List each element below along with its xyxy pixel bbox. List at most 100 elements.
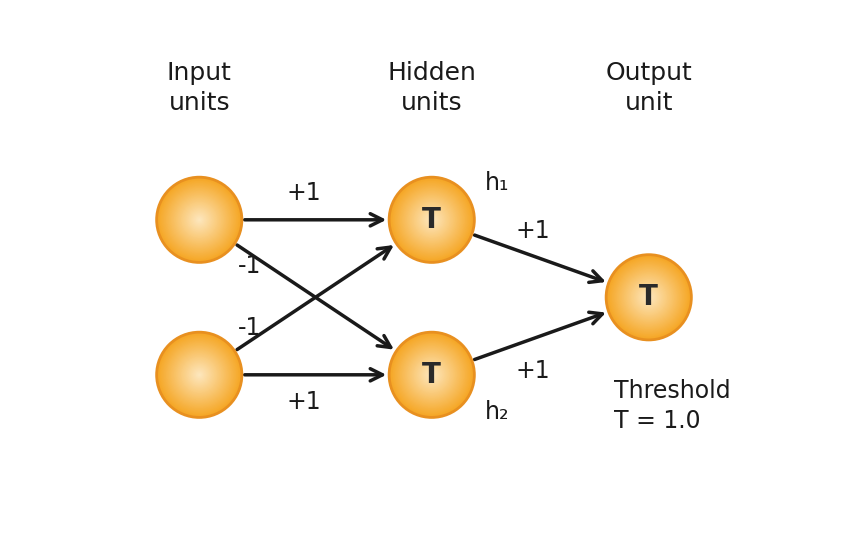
Circle shape — [196, 216, 203, 223]
Circle shape — [157, 333, 241, 417]
Circle shape — [168, 344, 230, 406]
Circle shape — [427, 215, 437, 225]
Circle shape — [428, 371, 435, 378]
Circle shape — [424, 212, 439, 227]
Text: Output
unit: Output unit — [605, 62, 692, 115]
Circle shape — [156, 332, 242, 417]
Circle shape — [423, 211, 440, 228]
Circle shape — [158, 334, 241, 416]
Circle shape — [160, 335, 239, 415]
Circle shape — [626, 276, 671, 319]
Circle shape — [423, 366, 440, 383]
Circle shape — [167, 343, 231, 407]
Circle shape — [182, 202, 217, 238]
Circle shape — [394, 183, 468, 257]
Circle shape — [195, 215, 204, 225]
Circle shape — [404, 192, 460, 248]
Circle shape — [627, 276, 670, 319]
Circle shape — [421, 209, 442, 231]
Circle shape — [431, 219, 433, 220]
Circle shape — [416, 360, 446, 389]
Circle shape — [639, 287, 659, 307]
Circle shape — [184, 204, 215, 235]
Circle shape — [160, 181, 238, 259]
Circle shape — [420, 208, 444, 232]
Circle shape — [410, 198, 454, 242]
Circle shape — [390, 333, 473, 417]
Circle shape — [622, 271, 675, 324]
Circle shape — [430, 373, 434, 376]
Circle shape — [427, 370, 437, 380]
Circle shape — [631, 280, 666, 315]
Circle shape — [172, 347, 227, 402]
Circle shape — [419, 207, 445, 233]
Circle shape — [418, 361, 445, 388]
Circle shape — [161, 337, 238, 413]
Circle shape — [615, 264, 683, 331]
Circle shape — [197, 218, 201, 222]
Circle shape — [617, 265, 681, 329]
Circle shape — [643, 292, 654, 302]
Circle shape — [178, 198, 220, 241]
Circle shape — [648, 296, 649, 298]
Circle shape — [176, 351, 223, 398]
Circle shape — [416, 204, 447, 235]
Circle shape — [173, 194, 224, 246]
Circle shape — [190, 365, 209, 385]
Circle shape — [166, 341, 233, 408]
Circle shape — [173, 348, 225, 401]
Circle shape — [406, 349, 457, 400]
Circle shape — [417, 361, 446, 389]
Circle shape — [404, 192, 460, 248]
Circle shape — [647, 295, 651, 300]
Circle shape — [168, 343, 230, 406]
Circle shape — [185, 205, 213, 234]
Circle shape — [648, 296, 650, 299]
Circle shape — [412, 355, 451, 395]
Circle shape — [613, 261, 685, 333]
Circle shape — [196, 217, 202, 223]
Circle shape — [405, 348, 459, 402]
Circle shape — [185, 361, 213, 389]
Circle shape — [422, 365, 441, 384]
Circle shape — [184, 359, 215, 391]
Circle shape — [402, 190, 462, 250]
Circle shape — [618, 267, 679, 328]
Circle shape — [635, 283, 663, 311]
Circle shape — [621, 270, 677, 325]
Circle shape — [167, 342, 232, 408]
Circle shape — [625, 273, 673, 322]
Circle shape — [165, 341, 234, 409]
Circle shape — [162, 183, 236, 257]
Circle shape — [428, 371, 436, 379]
Circle shape — [195, 216, 203, 224]
Circle shape — [399, 341, 465, 408]
Circle shape — [421, 209, 443, 231]
Circle shape — [178, 354, 220, 396]
Circle shape — [417, 205, 446, 234]
Text: Threshold
T = 1.0: Threshold T = 1.0 — [614, 379, 730, 433]
Text: h₁: h₁ — [484, 171, 509, 195]
Circle shape — [621, 270, 676, 324]
Circle shape — [643, 291, 655, 304]
Circle shape — [162, 338, 236, 412]
Circle shape — [638, 286, 660, 309]
Circle shape — [632, 281, 665, 314]
Circle shape — [624, 272, 673, 322]
Circle shape — [171, 192, 228, 248]
Circle shape — [389, 332, 474, 417]
Circle shape — [399, 342, 464, 408]
Circle shape — [406, 194, 457, 246]
Circle shape — [168, 188, 230, 251]
Circle shape — [175, 196, 224, 244]
Circle shape — [158, 179, 241, 261]
Circle shape — [403, 346, 461, 404]
Circle shape — [160, 336, 238, 414]
Text: Input
units: Input units — [167, 62, 232, 115]
Circle shape — [193, 213, 206, 226]
Circle shape — [199, 374, 200, 376]
Circle shape — [169, 345, 230, 404]
Circle shape — [403, 190, 461, 249]
Circle shape — [414, 357, 450, 393]
Circle shape — [412, 200, 451, 240]
